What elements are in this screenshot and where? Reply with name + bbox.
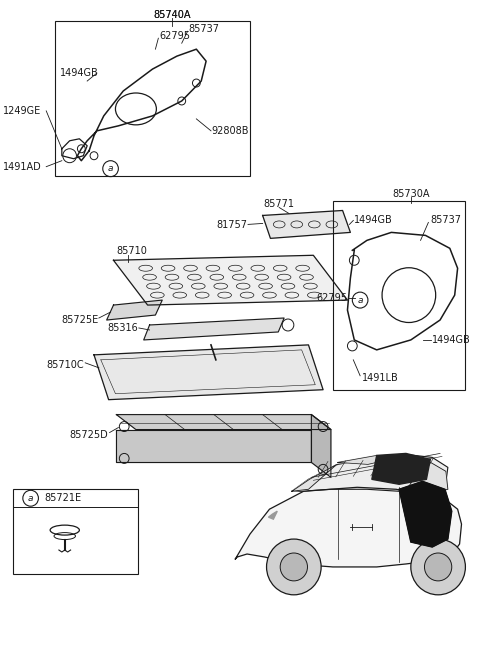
Text: a: a xyxy=(358,295,363,304)
Text: 85740A: 85740A xyxy=(153,10,191,21)
Polygon shape xyxy=(235,487,461,567)
Polygon shape xyxy=(312,415,331,477)
Text: 92808B: 92808B xyxy=(211,126,249,136)
Bar xyxy=(13,490,138,574)
Text: 1494GB: 1494GB xyxy=(354,215,393,226)
Text: a: a xyxy=(28,493,34,502)
Polygon shape xyxy=(144,318,284,340)
Text: 85771: 85771 xyxy=(264,199,295,208)
Text: 85721E: 85721E xyxy=(44,493,82,503)
Text: 85316: 85316 xyxy=(107,323,138,333)
Text: 81757: 81757 xyxy=(216,221,247,230)
Text: 62795: 62795 xyxy=(159,31,190,41)
Text: 85725D: 85725D xyxy=(70,430,108,439)
Polygon shape xyxy=(94,345,323,400)
Circle shape xyxy=(280,553,308,581)
Circle shape xyxy=(266,539,321,595)
Text: 85740A: 85740A xyxy=(153,10,191,21)
Text: a: a xyxy=(108,164,113,173)
Polygon shape xyxy=(292,464,337,491)
Polygon shape xyxy=(117,430,312,462)
Text: 62795: 62795 xyxy=(316,293,348,303)
Text: 85730A: 85730A xyxy=(392,188,430,199)
Text: 85710C: 85710C xyxy=(47,360,84,370)
Polygon shape xyxy=(338,455,398,464)
Polygon shape xyxy=(268,511,277,519)
Polygon shape xyxy=(113,255,348,305)
Text: 1491AD: 1491AD xyxy=(3,162,42,172)
Polygon shape xyxy=(107,300,162,320)
Text: 85710: 85710 xyxy=(117,246,147,256)
Text: 85725E: 85725E xyxy=(61,315,99,325)
Polygon shape xyxy=(401,457,430,459)
Polygon shape xyxy=(292,455,448,494)
Text: 85737: 85737 xyxy=(430,215,461,226)
Text: 85737: 85737 xyxy=(189,25,219,34)
Text: 1249GE: 1249GE xyxy=(3,106,42,116)
Text: 1494GB: 1494GB xyxy=(60,68,98,78)
Polygon shape xyxy=(117,415,331,430)
Polygon shape xyxy=(406,459,448,493)
Bar xyxy=(333,201,466,390)
Bar xyxy=(55,21,250,175)
Polygon shape xyxy=(372,453,430,484)
Polygon shape xyxy=(263,210,350,239)
Text: 1494GB: 1494GB xyxy=(432,335,471,345)
Circle shape xyxy=(424,553,452,581)
Polygon shape xyxy=(399,481,452,547)
Circle shape xyxy=(411,539,466,595)
Text: 1491LB: 1491LB xyxy=(362,373,399,382)
